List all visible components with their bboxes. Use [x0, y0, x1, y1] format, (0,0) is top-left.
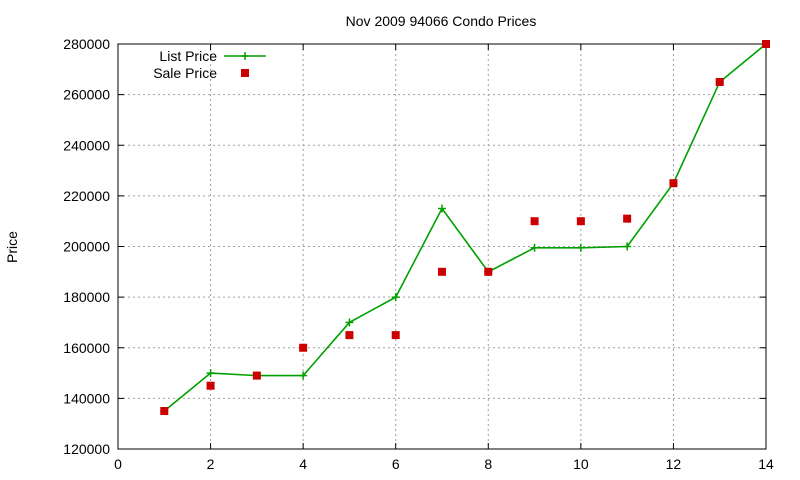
sale-price-series: [160, 40, 770, 415]
sale-price-point: [531, 217, 539, 225]
x-tick-label: 8: [484, 456, 492, 472]
y-tick-label: 260000: [63, 87, 110, 103]
list-price-point: [392, 293, 400, 301]
y-tick-label: 180000: [63, 289, 110, 305]
x-tick-label: 14: [758, 456, 774, 472]
y-tick-label: 200000: [63, 239, 110, 255]
x-tick-label: 4: [299, 456, 307, 472]
list-price-line: [164, 44, 766, 411]
list-price-series: [160, 40, 770, 415]
x-tick-label: 12: [666, 456, 682, 472]
sale-price-point: [345, 331, 353, 339]
legend-plus-marker: [241, 52, 249, 60]
sale-price-point: [207, 382, 215, 390]
data-series: [160, 40, 770, 415]
sale-price-point: [392, 331, 400, 339]
sale-price-point: [438, 268, 446, 276]
sale-price-point: [299, 344, 307, 352]
sale-price-point: [160, 407, 168, 415]
sale-price-point: [716, 78, 724, 86]
legend-label: Sale Price: [153, 65, 217, 81]
sale-price-point: [762, 40, 770, 48]
y-tick-label: 240000: [63, 137, 110, 153]
sale-price-point: [484, 268, 492, 276]
sale-price-point: [669, 179, 677, 187]
y-tick-label: 220000: [63, 188, 110, 204]
chart-title: Nov 2009 94066 Condo Prices: [346, 13, 537, 29]
sale-price-point: [253, 372, 261, 380]
list-price-point: [577, 244, 585, 252]
y-axis-label: Price: [4, 231, 20, 263]
list-price-point: [531, 244, 539, 252]
legend-label: List Price: [159, 48, 217, 64]
y-tick-label: 160000: [63, 340, 110, 356]
sale-price-point: [623, 215, 631, 223]
x-tick-label: 6: [392, 456, 400, 472]
x-tick-label: 10: [573, 456, 589, 472]
sale-price-point: [577, 217, 585, 225]
legend-square-marker: [241, 69, 249, 77]
x-tick-label: 0: [114, 456, 122, 472]
y-tick-label: 140000: [63, 390, 110, 406]
x-tick-label: 2: [207, 456, 215, 472]
grid-lines: [118, 44, 766, 449]
y-tick-label: 280000: [63, 36, 110, 52]
y-tick-label: 120000: [63, 441, 110, 457]
